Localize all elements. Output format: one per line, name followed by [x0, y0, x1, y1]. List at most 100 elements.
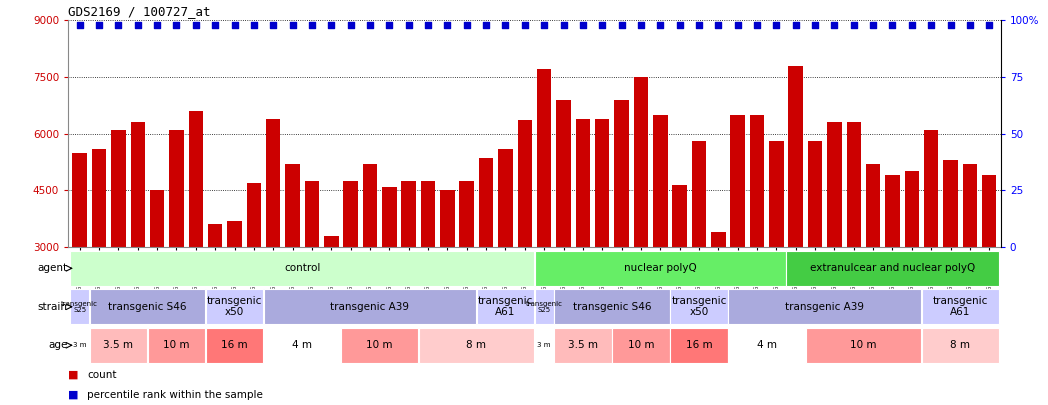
Text: strain: strain: [38, 302, 68, 312]
Text: percentile rank within the sample: percentile rank within the sample: [87, 390, 263, 400]
Text: transgenic
x50: transgenic x50: [206, 296, 262, 317]
Bar: [556, 100, 571, 247]
Point: [400, 22, 417, 28]
Text: transgenic A39: transgenic A39: [330, 302, 410, 312]
Point: [536, 22, 552, 28]
Text: transgenic
S25: transgenic S25: [61, 301, 99, 313]
Bar: [730, 115, 745, 247]
Bar: [479, 158, 494, 247]
Point: [517, 22, 533, 28]
Bar: [924, 130, 938, 247]
Text: age: age: [48, 340, 68, 350]
Bar: [421, 181, 435, 247]
Bar: [534, 328, 553, 363]
Point: [846, 22, 863, 28]
Text: 16 m: 16 m: [221, 340, 247, 350]
Bar: [537, 69, 551, 247]
Bar: [418, 328, 534, 363]
Bar: [518, 120, 532, 247]
Point: [91, 22, 108, 28]
Text: transgenic A39: transgenic A39: [785, 302, 865, 312]
Text: 3 m: 3 m: [538, 342, 551, 348]
Bar: [227, 221, 242, 247]
Bar: [498, 149, 512, 247]
Point: [343, 22, 359, 28]
Point: [652, 22, 669, 28]
Text: transgenic
A61: transgenic A61: [478, 296, 533, 317]
Bar: [612, 328, 670, 363]
Text: 10 m: 10 m: [367, 340, 393, 350]
Text: 4 m: 4 m: [292, 340, 312, 350]
Text: transgenic
S25: transgenic S25: [526, 301, 563, 313]
Point: [419, 22, 436, 28]
Bar: [808, 141, 823, 247]
Bar: [189, 111, 203, 247]
Bar: [554, 328, 612, 363]
Point: [942, 22, 959, 28]
Text: 4 m: 4 m: [757, 340, 777, 350]
Bar: [459, 181, 474, 247]
Point: [885, 22, 901, 28]
Bar: [554, 289, 670, 324]
Point: [671, 22, 687, 28]
Point: [729, 22, 746, 28]
Text: 10 m: 10 m: [628, 340, 654, 350]
Bar: [614, 100, 629, 247]
Text: 3.5 m: 3.5 m: [104, 340, 133, 350]
Point: [458, 22, 475, 28]
Point: [323, 22, 340, 28]
Point: [633, 22, 650, 28]
Bar: [670, 289, 727, 324]
Point: [497, 22, 514, 28]
Text: ■: ■: [68, 370, 79, 379]
Bar: [92, 149, 106, 247]
Bar: [264, 289, 476, 324]
Point: [304, 22, 321, 28]
Bar: [205, 289, 263, 324]
Bar: [728, 289, 921, 324]
Bar: [534, 289, 553, 324]
Bar: [72, 153, 87, 247]
Bar: [246, 183, 261, 247]
Point: [362, 22, 378, 28]
Point: [574, 22, 591, 28]
Point: [149, 22, 166, 28]
Point: [265, 22, 282, 28]
Text: control: control: [284, 263, 321, 273]
Text: transgenic
x50: transgenic x50: [672, 296, 726, 317]
Bar: [148, 328, 205, 363]
Bar: [205, 328, 263, 363]
Bar: [982, 175, 997, 247]
Bar: [634, 77, 648, 247]
Point: [748, 22, 765, 28]
Point: [381, 22, 398, 28]
Bar: [786, 251, 999, 286]
Text: transgenic S46: transgenic S46: [108, 302, 187, 312]
Bar: [595, 119, 610, 247]
Point: [188, 22, 204, 28]
Bar: [653, 115, 668, 247]
Text: 8 m: 8 m: [466, 340, 486, 350]
Point: [709, 22, 726, 28]
Bar: [342, 328, 418, 363]
Bar: [847, 122, 861, 247]
Text: GDS2169 / 100727_at: GDS2169 / 100727_at: [68, 5, 211, 18]
Point: [284, 22, 301, 28]
Bar: [886, 175, 900, 247]
Bar: [111, 130, 126, 247]
Text: agent: agent: [38, 263, 68, 273]
Point: [923, 22, 940, 28]
Bar: [305, 181, 320, 247]
Bar: [749, 115, 764, 247]
Bar: [285, 164, 300, 247]
Text: 8 m: 8 m: [951, 340, 970, 350]
Bar: [401, 181, 416, 247]
Bar: [827, 122, 842, 247]
Point: [555, 22, 572, 28]
Bar: [89, 328, 148, 363]
Point: [110, 22, 127, 28]
Text: ■: ■: [68, 390, 79, 400]
Bar: [963, 164, 977, 247]
Bar: [921, 289, 999, 324]
Point: [71, 22, 88, 28]
